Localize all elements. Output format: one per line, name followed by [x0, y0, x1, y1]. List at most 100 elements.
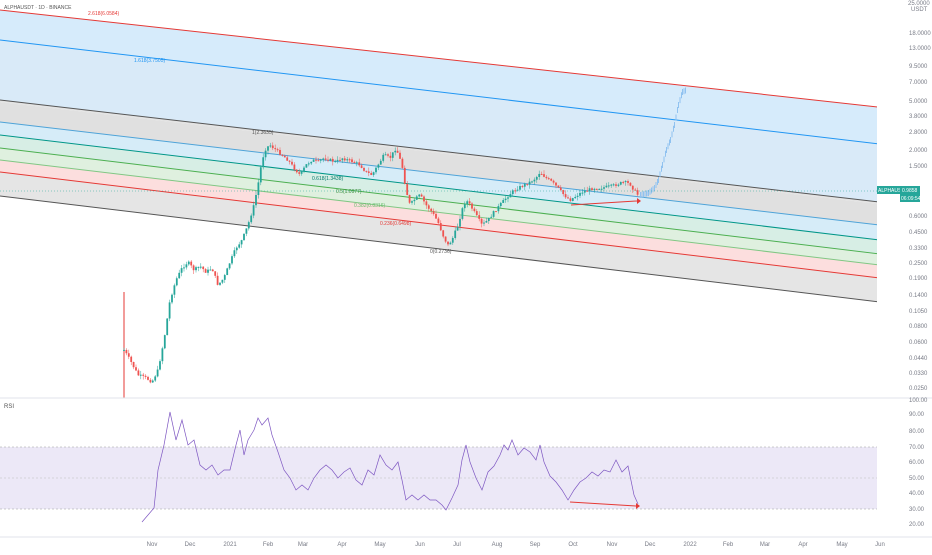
candle-body — [391, 152, 394, 158]
candle-body — [348, 159, 351, 161]
fib-line-1[interactable] — [0, 99, 906, 206]
rsi-tick-label: 30.00 — [909, 507, 925, 513]
candlestick-series[interactable] — [123, 142, 639, 384]
price-tick-label: 0.1050 — [909, 309, 928, 315]
candle-body — [264, 150, 267, 158]
time-axis-label: Mar — [760, 542, 770, 548]
fib-channel[interactable] — [0, 9, 906, 306]
rsi-pane[interactable]: RSI — [0, 404, 877, 523]
price-tick-label: 0.6000 — [909, 214, 928, 220]
rsi-axis-background — [877, 399, 932, 537]
candle-body — [336, 159, 339, 162]
candle-body — [180, 268, 183, 273]
fib-line-0236[interactable] — [0, 171, 906, 282]
candle-body — [305, 164, 308, 168]
candle-body — [478, 215, 481, 219]
fib-label-1618: 1.618(3.7505) — [134, 58, 165, 64]
candle-body — [483, 222, 485, 224]
candle-body — [142, 374, 145, 376]
price-axis-top-price: 25.0000 — [908, 1, 930, 7]
fib-line-05[interactable] — [0, 147, 906, 258]
candle-body — [471, 203, 473, 209]
time-axis-label: Feb — [723, 542, 734, 548]
rsi-tick-label: 80.00 — [909, 429, 925, 435]
candle-body — [420, 194, 423, 197]
fib-label-0236: 0.236(0.6498) — [380, 221, 411, 227]
price-tick-label: 0.1900 — [909, 276, 928, 282]
fib-line-2618[interactable] — [0, 9, 906, 111]
price-projection[interactable] — [640, 87, 686, 199]
rsi-tick-label: 20.00 — [909, 522, 925, 528]
time-axis[interactable]: Nov Dec 2021 Feb Mar Apr May Jun Jul Aug Sep Oct Nov… — [0, 536, 932, 548]
time-axis-label: Dec — [645, 542, 656, 548]
candle-body — [447, 241, 449, 245]
rsi-tick-label: 40.00 — [909, 491, 925, 497]
candle-body — [557, 185, 560, 188]
candle-body — [139, 374, 142, 376]
fib-line-0382[interactable] — [0, 159, 906, 269]
candle-body — [197, 266, 200, 268]
candle-body — [135, 367, 137, 371]
divergence-arrow-price[interactable] — [570, 198, 641, 206]
projection-bar — [643, 191, 644, 198]
candle-body — [586, 190, 589, 192]
candle-body — [504, 198, 507, 201]
candle-body — [209, 269, 212, 271]
time-axis-label: Jun — [875, 542, 885, 548]
current-price-badge[interactable]: ALPHAUSDT 0.9858 06:09:54 — [877, 186, 921, 202]
candle-body — [377, 164, 380, 168]
candle-body — [303, 167, 305, 172]
candle-body — [624, 181, 627, 183]
projection-bar — [662, 162, 663, 168]
candle-body — [231, 256, 233, 264]
candle-body — [612, 184, 615, 186]
fib-line-0618[interactable] — [0, 134, 906, 244]
candle-body — [343, 158, 346, 161]
symbol-header: ALPHAUSDT · 1D · BINANCE — [4, 5, 72, 11]
candle-body — [221, 279, 224, 283]
candle-body — [300, 171, 303, 174]
candle-body — [247, 222, 250, 229]
candle-body — [363, 167, 365, 171]
candle-body — [449, 242, 452, 245]
candle-body — [617, 184, 620, 186]
divergence-arrow-rsi[interactable] — [569, 501, 640, 509]
candle-body — [245, 228, 248, 234]
candle-body — [502, 200, 505, 203]
projection-bar — [669, 139, 670, 146]
candle-body — [322, 158, 325, 160]
candle-body — [149, 379, 152, 383]
candle-body — [202, 266, 205, 270]
candle-body — [375, 167, 377, 173]
candle-body — [283, 155, 286, 158]
rsi-axis[interactable]: 100.00 90.00 80.00 70.00 60.00 50.00 40.00 30.0… — [877, 398, 932, 537]
fib-line-0786[interactable] — [0, 121, 906, 229]
projection-bar — [671, 131, 673, 138]
candle-body — [473, 208, 476, 212]
price-tick-label: 0.0330 — [909, 371, 928, 377]
projection-bar — [677, 107, 678, 113]
candle-body — [543, 174, 545, 177]
candle-body — [636, 190, 639, 195]
candle-body — [535, 176, 538, 180]
candle-body — [581, 192, 584, 194]
time-axis-label: Jun — [415, 542, 425, 548]
candle-body — [159, 361, 161, 370]
candle-body — [312, 159, 315, 162]
candle-body — [593, 188, 596, 191]
price-badge — [900, 186, 920, 194]
candle-body — [324, 158, 327, 160]
fib-line-1618[interactable] — [0, 39, 906, 148]
candle-body — [531, 181, 533, 183]
candle-body — [456, 226, 459, 231]
fib-line-0[interactable] — [0, 195, 906, 306]
rsi-line[interactable] — [141, 411, 639, 523]
candle-body — [166, 318, 169, 336]
candle-body — [358, 162, 361, 166]
price-tick-label: 0.1400 — [909, 293, 928, 299]
candle-body — [545, 176, 548, 179]
candle-body — [367, 171, 370, 173]
candle-body — [130, 356, 133, 362]
